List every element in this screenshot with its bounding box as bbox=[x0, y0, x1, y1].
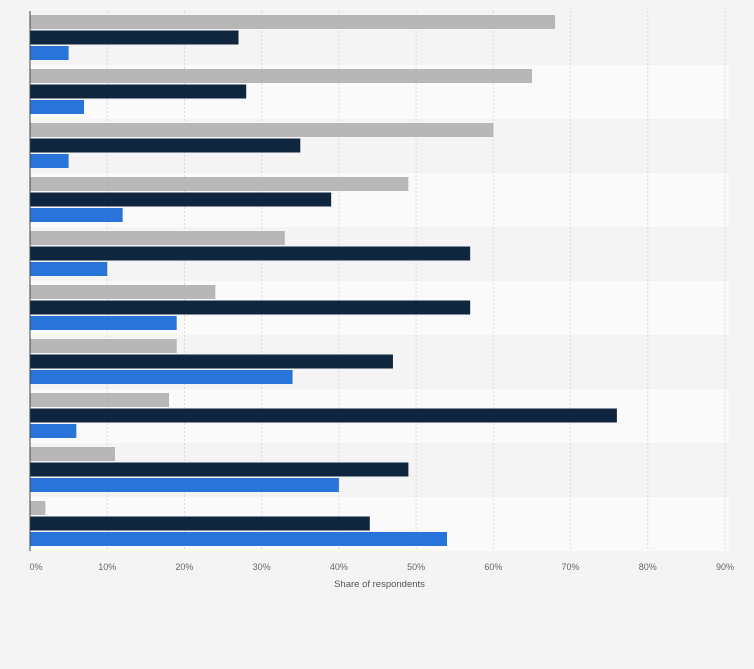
bar bbox=[30, 231, 285, 245]
bar bbox=[30, 300, 471, 315]
bar bbox=[30, 532, 447, 546]
bar bbox=[30, 192, 332, 207]
bar bbox=[30, 123, 494, 137]
bar bbox=[30, 339, 177, 353]
bar bbox=[30, 30, 239, 45]
x-axis-ticks: 0% 10% 20% 30% 40% 50% 60% 70% 80% 90% bbox=[29, 562, 734, 572]
x-tick-label: 90% bbox=[716, 562, 734, 572]
bar bbox=[30, 354, 393, 369]
x-tick-label: 70% bbox=[562, 562, 580, 572]
bar bbox=[30, 177, 409, 191]
bar bbox=[30, 447, 115, 461]
bar bbox=[30, 424, 77, 438]
bar bbox=[30, 100, 85, 114]
bar bbox=[30, 370, 293, 384]
bar bbox=[30, 138, 301, 153]
bar bbox=[30, 501, 46, 515]
bar bbox=[30, 246, 471, 261]
x-tick-label: 0% bbox=[29, 562, 42, 572]
x-tick-label: 10% bbox=[98, 562, 116, 572]
bar bbox=[30, 316, 177, 330]
bar bbox=[30, 285, 216, 299]
x-tick-label: 30% bbox=[253, 562, 271, 572]
x-tick-label: 50% bbox=[407, 562, 425, 572]
bar bbox=[30, 208, 123, 222]
bar bbox=[30, 393, 169, 407]
x-tick-label: 40% bbox=[330, 562, 348, 572]
bar bbox=[30, 46, 69, 60]
bar bbox=[30, 154, 69, 168]
bar bbox=[30, 462, 409, 477]
bar bbox=[30, 15, 556, 29]
bar bbox=[30, 478, 339, 492]
x-tick-label: 80% bbox=[639, 562, 657, 572]
bar bbox=[30, 516, 370, 531]
bar bbox=[30, 84, 247, 99]
gridlines bbox=[106, 11, 726, 551]
bar bbox=[30, 262, 108, 276]
bars bbox=[30, 15, 617, 546]
x-tick-label: 20% bbox=[175, 562, 193, 572]
bar bbox=[30, 408, 617, 423]
bar bbox=[30, 69, 532, 83]
x-tick-label: 60% bbox=[484, 562, 502, 572]
x-axis-title: Share of respondents bbox=[334, 579, 425, 590]
